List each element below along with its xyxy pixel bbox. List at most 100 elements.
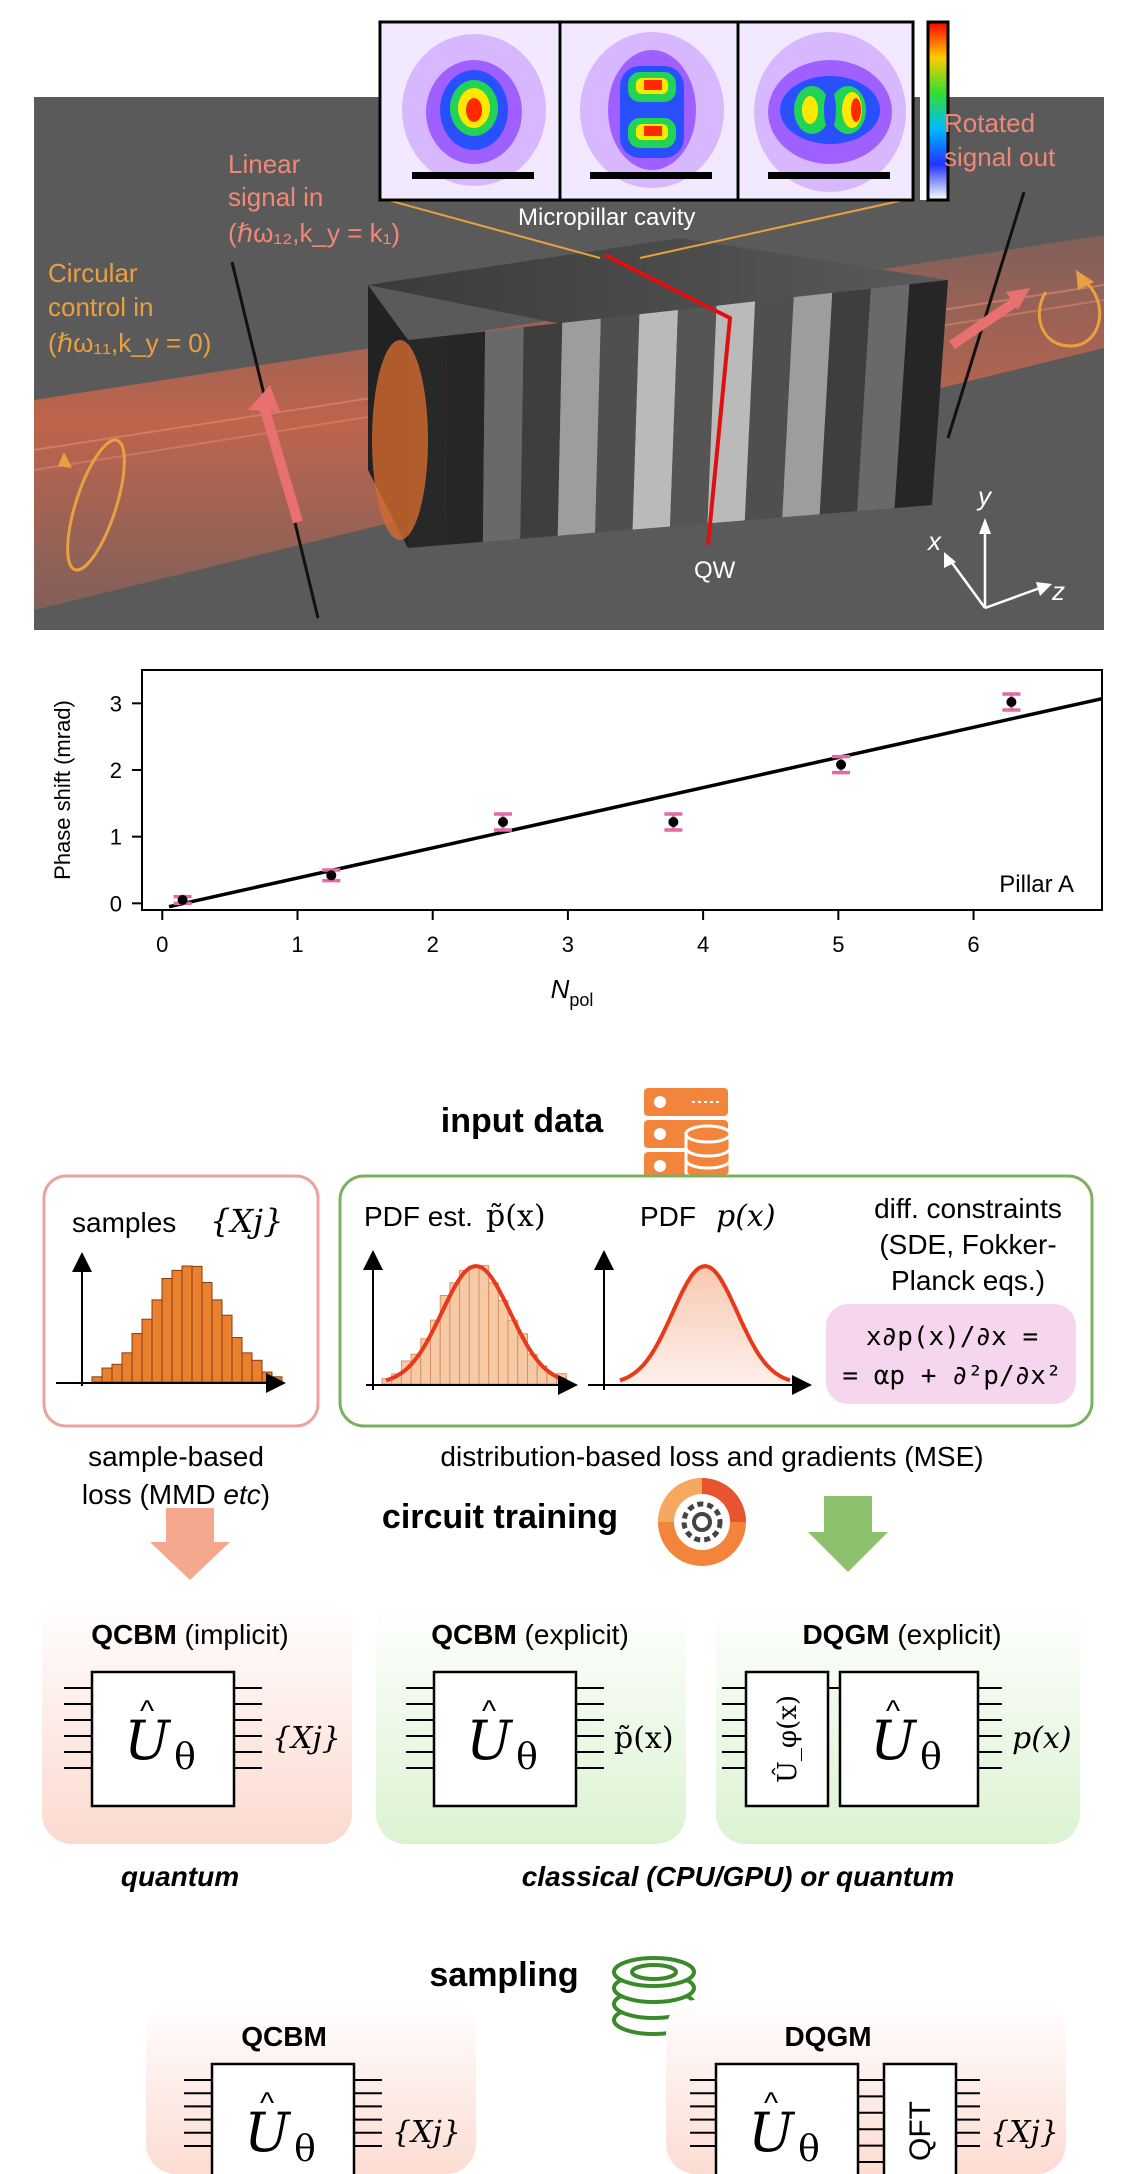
hat-symbol: ^ <box>886 1695 900 1728</box>
pdf-est-fn: p̃(x) <box>486 1199 546 1234</box>
signal-out-rotation-ellipse <box>1037 276 1102 348</box>
sample-loss-line1: sample-based <box>88 1441 264 1472</box>
coordinate-axes <box>948 530 1041 610</box>
linear-signal-line2: signal in <box>228 182 323 212</box>
hat-symbol: ^ <box>140 1695 154 1728</box>
x-axis-label: Npol <box>551 974 594 1010</box>
circular-control-line3: (ℏω₁₁,k_y = 0) <box>48 328 211 358</box>
qcbm-explicit-title: QCBM (explicit) <box>431 1619 629 1650</box>
y-tick-label: 0 <box>110 891 122 916</box>
gear-cycle-icon <box>658 1478 746 1566</box>
pillar-annotation: Pillar A <box>999 871 1074 898</box>
linear-signal-line3: (ℏω₁₂,k_y = k₁) <box>228 218 400 248</box>
signal-in-arrow <box>257 398 303 524</box>
theta-subscript: θ <box>516 1737 538 1778</box>
data-point <box>177 895 188 905</box>
theta-subscript: θ <box>174 1737 196 1778</box>
theta-subscript: θ <box>798 2129 820 2170</box>
u-theta-symbol: U <box>244 2101 291 2164</box>
axis-x-label: x <box>926 526 942 556</box>
circuit-output-label: p(x) <box>1012 1721 1072 1756</box>
sampling-heading: sampling <box>429 1956 578 1994</box>
circuit-output-label: {Xj} <box>990 2115 1059 2150</box>
qcbm-implicit-title: QCBM (implicit) <box>91 1619 289 1650</box>
hat-symbol: ^ <box>764 2087 778 2120</box>
equation-box <box>826 1304 1076 1404</box>
qcbm-sampling-title: QCBM <box>241 2021 327 2052</box>
pdf-curve <box>619 1263 791 1384</box>
diff-constraints-line2: (SDE, Fokker- <box>879 1229 1056 1260</box>
data-point <box>836 759 847 770</box>
qw-line <box>604 253 733 546</box>
equation-line2: = αp + ∂²p/∂x² <box>842 1361 1061 1391</box>
signal-out-polarization-line <box>946 191 1026 439</box>
circuit-training-heading: circuit training <box>382 1498 618 1536</box>
qw-label: QW <box>694 557 736 584</box>
database-icon <box>644 1088 732 1182</box>
x-tick-label: 6 <box>967 932 979 957</box>
y-tick-label: 1 <box>110 825 122 850</box>
arrow-down-pink <box>150 1508 230 1580</box>
quantum-label: quantum <box>121 1861 239 1892</box>
micropillar-figure: Linear signal in (ℏω₁₂,k_y = k₁) Circula… <box>33 20 1105 630</box>
u-theta-symbol: U <box>466 1709 513 1772</box>
phase-shift-chart: 0 1 2 3 4 5 6 0 1 2 3 Phase shift (mrad) Npol Pill… <box>50 669 1103 1010</box>
dist-loss-label: distribution-based loss and gradients (M… <box>440 1441 983 1472</box>
circular-control-ellipse <box>66 438 126 572</box>
circuit-output-label: {Xj} <box>392 2115 461 2150</box>
axis-y-label: y <box>976 481 993 511</box>
x-tick-label: 0 <box>156 932 168 957</box>
workflow-diagram: input data samples {Xj} PDF est. p̃(x) P… <box>42 1088 1094 2174</box>
data-point <box>1006 697 1017 707</box>
pdf-label: PDF <box>640 1201 696 1232</box>
axis-z-label: z <box>1051 576 1065 606</box>
theta-subscript: θ <box>920 1737 942 1778</box>
linear-signal-line1: Linear <box>228 149 301 179</box>
y-tick-label: 3 <box>110 691 122 716</box>
sample-loss-line2: loss (MMD etc) <box>82 1479 270 1510</box>
colorbar <box>926 20 950 202</box>
circuit-output-label: {Xj} <box>272 1721 341 1756</box>
samples-histogram <box>91 1265 283 1383</box>
u-theta-symbol: U <box>124 1709 171 1772</box>
circular-control-line2: control in <box>48 292 154 322</box>
rotated-signal-line1: Rotated <box>944 108 1035 138</box>
hat-symbol: ^ <box>260 2087 274 2120</box>
dqgm-explicit-title: DQGM (explicit) <box>802 1619 1001 1650</box>
theta-subscript: θ <box>294 2129 316 2170</box>
u-phi-symbol: Û_φ(x) <box>771 1695 803 1783</box>
pdf-est-label: PDF est. <box>364 1201 473 1232</box>
mode-profile-insets <box>378 20 915 202</box>
pdf-fn: p(x) <box>716 1199 776 1234</box>
x-tick-label: 1 <box>291 932 303 957</box>
diff-constraints-line3: Planck eqs.) <box>891 1265 1045 1296</box>
u-theta-symbol: U <box>748 2101 795 2164</box>
y-tick-label: 2 <box>110 758 122 783</box>
x-tick-label: 4 <box>697 932 709 957</box>
equation-line1: x∂p(x)/∂x = <box>866 1322 1038 1352</box>
classical-label: classical (CPU/GPU) or quantum <box>522 1861 955 1892</box>
arrow-down-green <box>808 1496 888 1572</box>
u-theta-symbol: U <box>870 1709 917 1772</box>
micropillar-box <box>368 238 948 548</box>
qft-label: QFT <box>904 2101 937 2161</box>
x-tick-label: 5 <box>832 932 844 957</box>
fit-line <box>168 696 1103 909</box>
data-point <box>326 870 337 881</box>
x-tick-label: 3 <box>562 932 574 957</box>
y-axis-label: Phase shift (mrad) <box>50 700 75 880</box>
input-data-heading: input data <box>441 1102 605 1140</box>
micropillar-label: Micropillar cavity <box>518 204 695 231</box>
hat-symbol: ^ <box>482 1695 496 1728</box>
x-tick-label: 2 <box>427 932 439 957</box>
circuit-output-label: p̃(x) <box>614 1721 674 1756</box>
diff-constraints-line1: diff. constraints <box>874 1193 1062 1224</box>
signal-out-arrow <box>949 295 1021 350</box>
data-point <box>498 817 509 827</box>
samples-label: samples <box>72 1207 176 1238</box>
